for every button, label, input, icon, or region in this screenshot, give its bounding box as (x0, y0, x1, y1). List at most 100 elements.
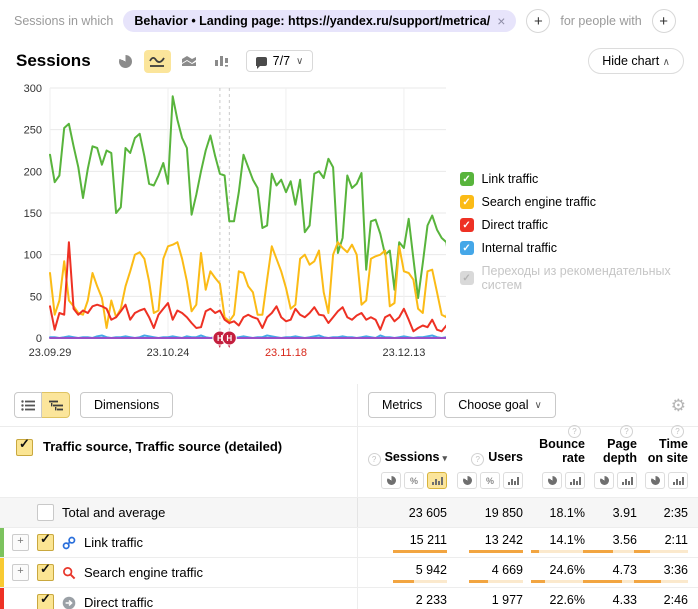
bars-view-toggle[interactable] (617, 472, 637, 489)
help-icon[interactable]: ? (471, 453, 484, 466)
help-icon[interactable]: ? (671, 425, 684, 438)
pie-chart-type-button[interactable] (112, 50, 139, 73)
sessions-chart-svg[interactable]: 05010015020025030023.09.2923.10.2423.11.… (14, 78, 446, 362)
metric-value-cell: 4.73 (595, 558, 647, 587)
metric-share-bar (634, 550, 688, 553)
pie-toggle-icon (548, 476, 557, 485)
bars-view-toggle[interactable] (427, 472, 447, 489)
metric-value: 19 850 (485, 506, 523, 520)
line-chart-type-button[interactable] (144, 50, 171, 73)
stacked-area-type-button[interactable] (176, 50, 203, 73)
expand-button[interactable]: + (12, 534, 29, 551)
row-checkbox[interactable] (37, 504, 54, 521)
metric-header-page-depth[interactable]: ?Page depth (595, 427, 647, 497)
legend-item: ✓ Direct traffic (460, 218, 698, 232)
add-session-filter-button[interactable]: + (526, 9, 550, 33)
help-icon[interactable]: ? (568, 425, 581, 438)
row-color-stripe (0, 558, 4, 588)
legend-checkbox[interactable]: ✓ (460, 241, 474, 255)
bars-toggle-icon (673, 477, 684, 485)
metric-value: 23 605 (409, 506, 447, 520)
chart-annotation-marker[interactable]: Н (222, 331, 236, 348)
metrics-button[interactable]: Metrics (368, 392, 436, 418)
remove-filter-icon[interactable]: × (497, 15, 505, 27)
row-label[interactable]: Link traffic (84, 535, 143, 550)
legend-checkbox[interactable]: ✓ (460, 218, 474, 232)
list-view-button[interactable] (14, 392, 42, 418)
help-icon[interactable]: ? (368, 453, 381, 466)
metric-value-cell: 1 977 (457, 588, 533, 609)
legend-checkbox[interactable]: ✓ (460, 195, 474, 209)
bars-toggle-icon (622, 477, 633, 485)
view-mode-switch (14, 392, 70, 418)
metric-share-bar (583, 580, 637, 583)
hide-chart-label: Hide chart (602, 54, 659, 68)
legend-item: ✓Internal traffic (460, 241, 698, 255)
bars-view-toggle[interactable] (503, 472, 523, 489)
bars-toggle-icon (508, 477, 519, 485)
gear-icon[interactable]: ⚙ (671, 397, 686, 414)
percent-view-toggle[interactable]: % (404, 472, 424, 489)
help-icon[interactable]: ? (620, 425, 633, 438)
metric-header-users[interactable]: ?Users% (457, 427, 533, 497)
choose-goal-label: Choose goal (458, 398, 528, 412)
bars-view-toggle[interactable] (565, 472, 585, 489)
tree-view-button[interactable] (42, 392, 70, 418)
choose-goal-button[interactable]: Choose goal ∨ (444, 392, 556, 418)
row-checkbox[interactable] (37, 534, 54, 551)
dimension-cell: + Link traffic (0, 534, 357, 551)
list-view-icon (21, 400, 35, 411)
legend-label: Direct traffic (482, 218, 548, 232)
metric-value-cell: 2:11 (647, 528, 698, 557)
row-label[interactable]: Direct traffic (84, 595, 153, 609)
dimension-header-label: Traffic source, Traffic source (detailed… (43, 439, 282, 454)
dimension-header-checkbox[interactable] (16, 439, 33, 456)
metric-value: 18.1% (550, 506, 585, 520)
metric-header-time-on-site[interactable]: ?Time on site (647, 427, 698, 497)
pie-view-toggle[interactable] (542, 472, 562, 489)
metric-value-cell: 2:35 (647, 498, 698, 527)
metric-value: 13 242 (485, 533, 523, 547)
pie-view-toggle[interactable] (645, 472, 665, 489)
svg-text:150: 150 (24, 208, 42, 220)
segments-dropdown[interactable]: 7/7 ∨ (246, 50, 314, 72)
percent-view-toggle[interactable]: % (480, 472, 500, 489)
pie-view-toggle[interactable] (381, 472, 401, 489)
metric-value-cell: 14.1% (533, 528, 595, 557)
row-checkbox[interactable] (37, 594, 54, 609)
segments-count: 7/7 (273, 54, 290, 68)
pie-view-toggle[interactable] (457, 472, 477, 489)
table-row: +Search engine traffic5 9424 66924.6%4.7… (0, 557, 698, 587)
x-tick-label: 23.10.24 (147, 347, 190, 359)
metric-header-bounce-rate[interactable]: ?Bounce rate (533, 427, 595, 497)
pie-toggle-icon (387, 476, 396, 485)
pie-toggle-icon (463, 476, 472, 485)
metric-header-sessions[interactable]: ?Sessions▾% (357, 427, 457, 497)
line-chart-icon (149, 55, 165, 68)
percent-toggle-icon: % (410, 476, 418, 486)
metric-value-cell: 3.91 (595, 498, 647, 527)
filter-chip[interactable]: Behavior • Landing page: https://yandex.… (123, 10, 516, 32)
pie-view-toggle[interactable] (594, 472, 614, 489)
add-people-filter-button[interactable]: + (652, 9, 676, 33)
metric-value: 24.6% (550, 563, 585, 577)
legend-checkbox[interactable]: ✓ (460, 172, 474, 186)
metric-value: 2:11 (665, 533, 688, 547)
dimensions-button[interactable]: Dimensions (80, 392, 173, 418)
metric-value: 3.56 (613, 533, 637, 547)
chart-legend: ✓Link traffic✓Search engine traffic✓Dire… (460, 78, 698, 301)
row-label[interactable]: Search engine traffic (84, 565, 203, 580)
row-checkbox[interactable] (37, 564, 54, 581)
metric-value-cell: 2 233 (357, 588, 457, 609)
metric-share-bar (469, 550, 523, 553)
expand-button[interactable]: + (12, 564, 29, 581)
metrica-page: Sessions in which Behavior • Landing pag… (0, 0, 698, 609)
metric-value-cell: 4.33 (595, 588, 647, 609)
table-row: +Link traffic15 21113 24214.1%3.562:11 (0, 527, 698, 557)
bars-view-toggle[interactable] (668, 472, 688, 489)
column-chart-type-button[interactable] (208, 50, 235, 73)
metric-value: 2:46 (664, 593, 688, 607)
hide-chart-button[interactable]: Hide chart ∧ (588, 48, 684, 74)
legend-checkbox[interactable]: ✓ (460, 271, 474, 285)
chevron-down-icon: ∨ (534, 400, 541, 411)
